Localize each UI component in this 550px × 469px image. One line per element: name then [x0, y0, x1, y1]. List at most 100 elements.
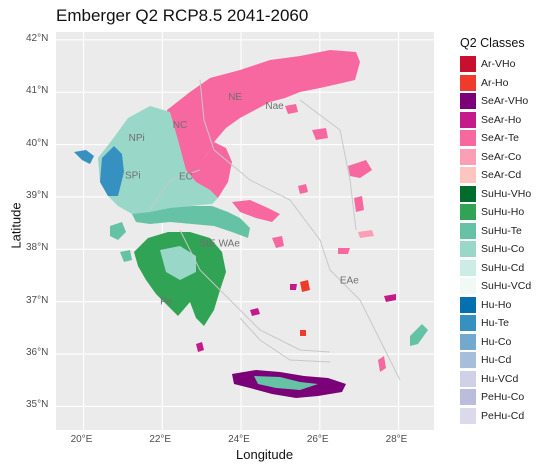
- central-greece-area: [132, 206, 250, 238]
- legend-label: SeAr-Cd: [481, 169, 522, 182]
- region-label: Nae: [265, 101, 284, 112]
- legend-label: SeAr-Te: [481, 132, 519, 145]
- legend-item: Hu-Te: [460, 314, 531, 333]
- legend-key-swatch: [460, 204, 476, 221]
- region-label: Pe: [160, 296, 173, 307]
- y-axis-title: Latitude: [8, 202, 24, 249]
- legend-item: SeAr-Cd: [460, 166, 531, 185]
- y-tick-label: 41°N: [26, 85, 49, 97]
- legend-label: SuHu-VCd: [481, 280, 532, 293]
- legend-item: Hu-VCd: [460, 370, 531, 389]
- lemnos-island: [312, 128, 328, 140]
- region-label: EAe: [340, 275, 359, 286]
- legend-item: SuHu-VCd: [460, 277, 531, 296]
- legend-label: SeAr-VHo: [481, 95, 529, 108]
- y-tick-label: 40°N: [26, 137, 49, 149]
- kos-island: [384, 294, 396, 302]
- y-tick-label: 38°N: [26, 242, 49, 254]
- legend-label: SuHu-VHo: [481, 187, 532, 200]
- y-tick-label: 39°N: [26, 189, 49, 201]
- y-tick-label: 36°N: [26, 347, 49, 359]
- north-greece-area: [167, 50, 360, 170]
- legend-label: SeAr-Ho: [481, 113, 522, 126]
- legend-items: Ar-VHo Ar-Ho SeAr-VHo SeAr-Ho SeAr-Te SeAr-Co…: [460, 55, 531, 425]
- legend-item: Hu-Ho: [460, 296, 531, 315]
- x-tick-label: 28°E: [385, 434, 408, 445]
- legend-label: SuHu-Co: [481, 243, 525, 256]
- legend-key-swatch: [460, 111, 476, 128]
- legend-label: Hu-Ho: [481, 298, 512, 311]
- legend-key-swatch: [460, 167, 476, 184]
- legend-label: Hu-VCd: [481, 372, 519, 385]
- x-tick-label: 24°E: [228, 434, 250, 445]
- karpathos-island: [378, 356, 386, 372]
- legend-title: Q2 Classes: [460, 36, 525, 50]
- legend-item: Ar-Ho: [460, 74, 531, 93]
- thasos-island: [285, 104, 298, 114]
- legend-item: Hu-Co: [460, 333, 531, 352]
- legend-key-swatch: [460, 370, 476, 387]
- legend-item: SuHu-Co: [460, 240, 531, 259]
- legend-label: Hu-Cd: [481, 354, 512, 367]
- ikaria-island: [338, 248, 350, 254]
- region-boundaries: [149, 79, 401, 381]
- legend-item: PeHu-Cd: [460, 407, 531, 426]
- legend-item: SeAr-Ho: [460, 111, 531, 130]
- legend-item: SeAr-Co: [460, 148, 531, 167]
- region-labels: NE Nae NC NPi SPi EC StE WAe Pe EAe: [125, 92, 359, 307]
- legend-item: SeAr-VHo: [460, 92, 531, 111]
- region-label: StE: [200, 239, 216, 250]
- naxos-island: [300, 280, 310, 292]
- legend-key-swatch: [460, 74, 476, 91]
- y-tick-label: 35°N: [26, 399, 49, 411]
- kefalonia-island: [110, 222, 126, 240]
- legend-key-swatch: [460, 93, 476, 110]
- region-label: SPi: [125, 171, 141, 182]
- euboea-island: [232, 200, 280, 222]
- legend-key-swatch: [460, 259, 476, 276]
- paros-island: [290, 284, 297, 290]
- legend-label: SuHu-Te: [481, 224, 522, 237]
- legend-label: PeHu-Co: [481, 391, 525, 404]
- legend-label: Hu-Te: [481, 317, 510, 330]
- legend-key-swatch: [460, 148, 476, 165]
- region-label: NE: [228, 92, 242, 103]
- legend-label: Hu-Co: [481, 335, 512, 348]
- y-tick-label: 42°N: [26, 32, 49, 44]
- legend-key-swatch: [460, 278, 476, 295]
- legend-key-swatch: [460, 185, 476, 202]
- legend-item: Ar-VHo: [460, 55, 531, 74]
- x-tick-label: 22°E: [149, 434, 172, 445]
- andros-island: [272, 236, 284, 248]
- peloponnese-highlands: [160, 246, 196, 280]
- legend-item: SeAr-Te: [460, 129, 531, 148]
- zakynthos-island: [120, 250, 132, 262]
- x-tick-label: 20°E: [70, 434, 93, 445]
- x-tick-label: 26°E: [306, 434, 329, 445]
- legend-key-swatch: [460, 333, 476, 350]
- legend-label: PeHu-Cd: [481, 409, 525, 422]
- legend-key-swatch: [460, 56, 476, 73]
- western-mainland-area: [98, 106, 218, 214]
- santorini-island: [300, 330, 306, 336]
- legend-key-swatch: [460, 241, 476, 258]
- legend-item: SuHu-Ho: [460, 203, 531, 222]
- samos-island: [358, 230, 374, 238]
- region-label: WAe: [219, 239, 241, 250]
- chios-island: [354, 196, 364, 212]
- legend-item: SuHu-Te: [460, 222, 531, 241]
- legend-item: Hu-Cd: [460, 351, 531, 370]
- region-label: NPi: [129, 133, 145, 144]
- crete-highlands: [254, 376, 318, 390]
- corfu-island: [74, 150, 94, 164]
- region-label: EC: [179, 172, 193, 183]
- legend-key-swatch: [460, 407, 476, 424]
- legend-label: Ar-Ho: [481, 76, 509, 89]
- x-axis-title: Longitude: [236, 447, 294, 462]
- legend-item: SuHu-VHo: [460, 185, 531, 204]
- lesbos-island: [348, 160, 372, 178]
- region-label: NC: [173, 120, 187, 131]
- legend-key-swatch: [460, 296, 476, 313]
- legend-key-swatch: [460, 222, 476, 239]
